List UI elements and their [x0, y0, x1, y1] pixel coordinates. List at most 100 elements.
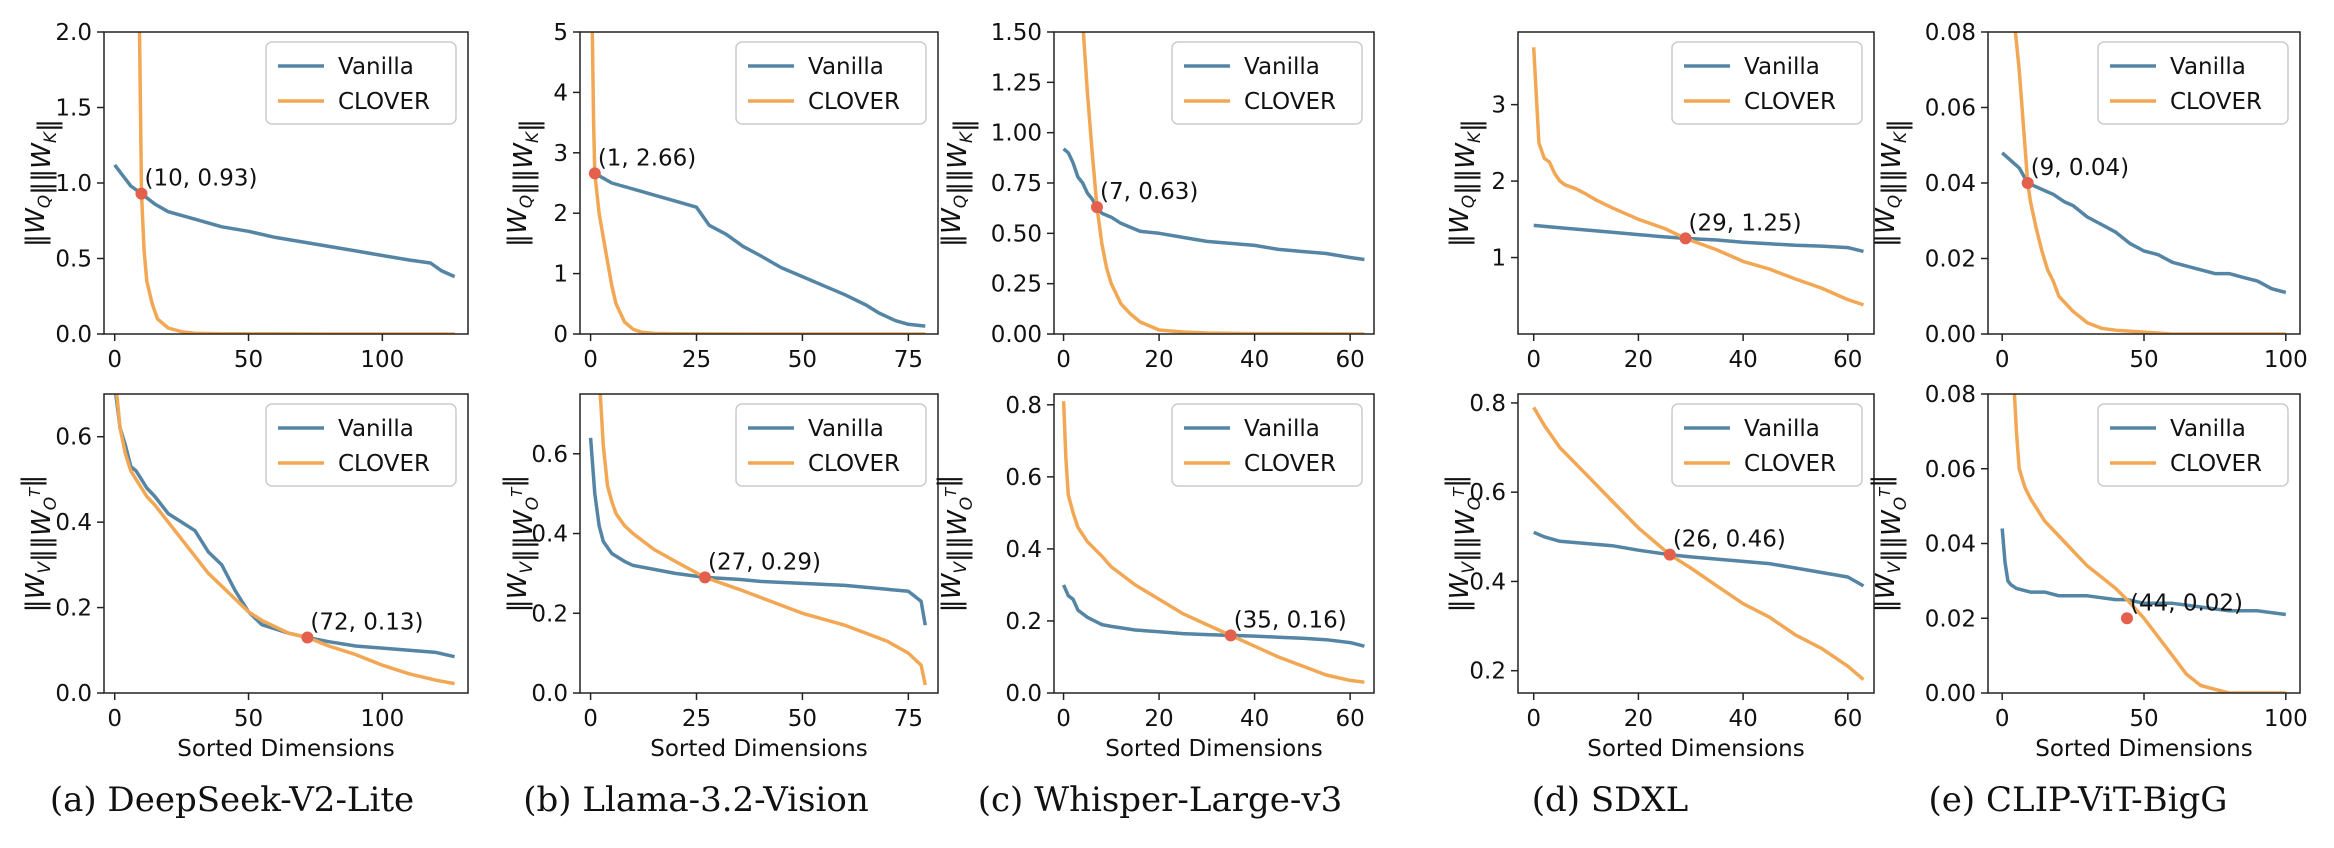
x-tick-label: 0 [1995, 347, 2010, 373]
intersection-marker [1663, 548, 1676, 561]
intersection-marker [135, 187, 148, 200]
legend-box [265, 41, 457, 125]
legend-label-vanilla: Vanilla [808, 416, 884, 442]
legend-label-clover: CLOVER [808, 451, 900, 477]
legend-label-vanilla: Vanilla [2170, 54, 2246, 80]
legend-label-vanilla: Vanilla [2170, 416, 2246, 442]
y-tick-label: 0.2 [55, 596, 92, 622]
y-tick-label: 0.2 [1005, 609, 1042, 635]
series-line-vanilla [1061, 584, 1365, 648]
y-tick-label: 0.06 [1925, 96, 1976, 122]
x-axis-label: Sorted Dimensions [2035, 736, 2252, 762]
intersection-label: (72, 0.13) [310, 609, 423, 635]
legend-box [1671, 403, 1863, 487]
x-tick-label: 0 [1526, 347, 1541, 373]
y-tick-label: 0.04 [1925, 171, 1976, 197]
subplot-r1-c1: 0 25 50 75 0.0 0.2 0.4 0.6 ‖WV‖‖WOT‖ Sorted Dimen… [499, 393, 939, 762]
y-tick-label: 0.4 [1005, 537, 1042, 563]
legend-label-clover: CLOVER [338, 89, 430, 115]
caption-b: (b) Llama-3.2-Vision [523, 780, 869, 820]
series-line-clover [1531, 47, 1865, 307]
legend-label-vanilla: Vanilla [338, 54, 414, 80]
intersection-marker [2021, 177, 2034, 189]
x-tick-label: 75 [894, 347, 923, 373]
legend-box [265, 403, 457, 487]
y-tick-label: 0.00 [1925, 681, 1976, 707]
legend-label-clover: CLOVER [1744, 89, 1836, 115]
legend-box [1171, 403, 1363, 487]
legend-box [2097, 41, 2289, 125]
intersection-label: (7, 0.63) [1100, 179, 1198, 205]
series-line-clover [1532, 406, 1865, 681]
y-tick-label: 1.0 [55, 171, 92, 197]
subplot-r1-c0: 0 50 100 0.0 0.2 0.4 0.6 ‖WV‖‖WOT‖ Sorted Dimens… [17, 393, 469, 762]
x-tick-label: 60 [1833, 706, 1862, 732]
x-tick-label: 50 [234, 347, 263, 373]
y-axis-label: ‖WV‖‖WOT‖ [1441, 475, 1485, 613]
legend-label-clover: CLOVER [2170, 89, 2262, 115]
y-tick-label: 0.00 [1925, 322, 1976, 348]
series-line-vanilla [589, 169, 926, 328]
x-tick-label: 0 [107, 347, 122, 373]
x-tick-label: 0 [1056, 706, 1071, 732]
y-tick-label: 0.4 [1469, 569, 1506, 595]
legend: Vanilla CLOVER [735, 41, 927, 125]
series-line-clover [1081, 32, 1365, 334]
caption-c: (c) Whisper-Large-v3 [977, 780, 1343, 820]
y-tick-label: 0.6 [531, 442, 568, 468]
intersection-label: (26, 0.46) [1673, 527, 1786, 553]
plot-frame [1053, 393, 1375, 694]
intersection-marker [1224, 629, 1237, 642]
legend: Vanilla CLOVER [265, 403, 457, 487]
series-line-vanilla [2001, 151, 2287, 295]
y-tick-label: 0.8 [1005, 393, 1042, 419]
y-tick-label: 0.04 [1925, 532, 1976, 558]
y-tick-label: 2.0 [55, 20, 92, 46]
series-line-clover [2012, 394, 2286, 693]
legend-label-clover: CLOVER [1244, 451, 1336, 477]
y-axis-label: ‖WV‖‖WOT‖ [1867, 475, 1911, 613]
x-tick-label: 50 [234, 706, 263, 732]
x-tick-label: 40 [1240, 706, 1269, 732]
legend: Vanilla CLOVER [2097, 403, 2289, 487]
y-tick-label: 0.5 [55, 247, 92, 273]
x-tick-label: 20 [1624, 347, 1653, 373]
y-tick-label: 1 [553, 262, 568, 288]
y-tick-label: 0.0 [55, 322, 92, 348]
series-line-vanilla [588, 437, 928, 626]
legend: Vanilla CLOVER [1671, 41, 1863, 125]
legend-box [735, 403, 927, 487]
y-tick-label: 3 [1491, 93, 1506, 119]
legend-label-vanilla: Vanilla [338, 416, 414, 442]
plot-frame [579, 31, 939, 335]
x-tick-label: 50 [788, 706, 817, 732]
legend: Vanilla CLOVER [265, 41, 457, 125]
plot-frame [103, 393, 469, 694]
y-tick-label: 0.02 [1925, 606, 1976, 632]
y-tick-label: 1.50 [991, 20, 1042, 46]
x-axis-label: Sorted Dimensions [177, 736, 394, 762]
x-tick-label: 20 [1144, 706, 1173, 732]
y-tick-label: 1.5 [55, 96, 92, 122]
legend-box [1171, 41, 1363, 125]
subplot-r0-c2: 0 20 40 60 0.00 0.25 0.50 0.75 1.00 1.25 1.50 ‖WQ‖‖… [937, 20, 1375, 373]
y-axis-label: ‖WQ‖‖WK‖ [21, 119, 63, 247]
caption-e: (e) CLIP-ViT-BigG [1928, 780, 2228, 820]
x-tick-label: 100 [360, 706, 404, 732]
subplot-r1-c3: 0 20 40 60 0.2 0.4 0.6 0.8 ‖WV‖‖WOT‖ Sorted Dimen… [1441, 391, 1875, 762]
x-axis-label: Sorted Dimensions [1105, 736, 1322, 762]
x-tick-label: 50 [2129, 347, 2158, 373]
series-line-vanilla [114, 394, 455, 659]
y-tick-label: 0.08 [1925, 382, 1976, 408]
y-axis-label: ‖WQ‖‖WK‖ [937, 119, 979, 247]
x-axis-label: Sorted Dimensions [1587, 736, 1804, 762]
y-tick-label: 4 [553, 80, 568, 106]
y-tick-label: 1.00 [991, 121, 1042, 147]
y-tick-label: 0.02 [1925, 247, 1976, 273]
legend-box [2097, 403, 2289, 487]
intersection-marker [588, 167, 601, 180]
x-tick-label: 100 [2264, 347, 2308, 373]
intersection-label: (27, 0.29) [708, 549, 821, 575]
y-tick-label: 0 [553, 322, 568, 348]
